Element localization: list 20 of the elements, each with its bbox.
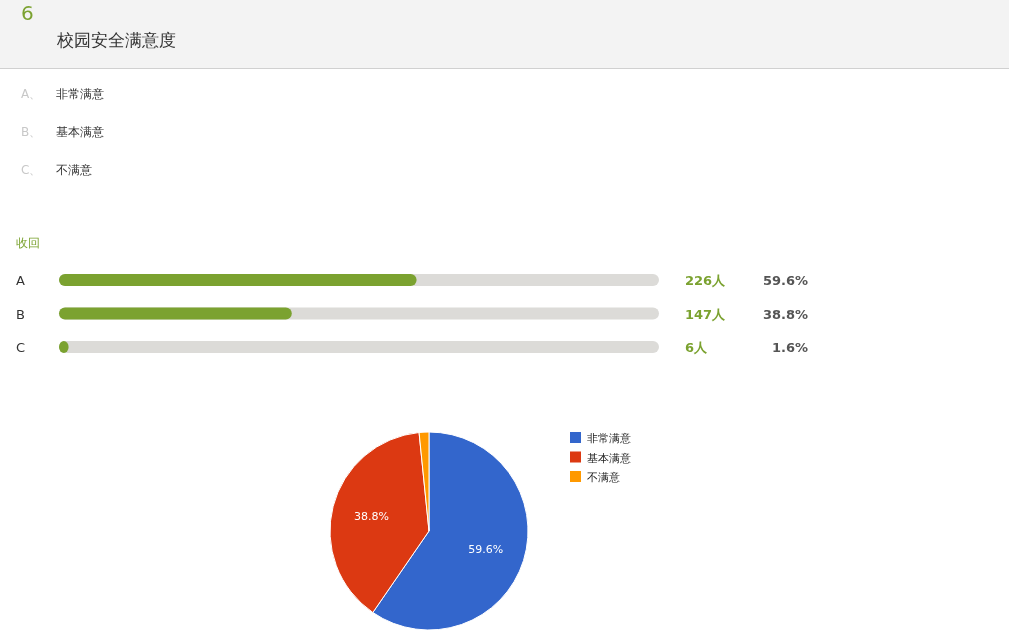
text: 226人	[685, 273, 727, 288]
text: 非常满意	[56, 87, 104, 101]
text: 6	[21, 1, 34, 25]
data-label: 59.6%	[762, 273, 808, 288]
text: 校园安全满意度	[56, 30, 176, 50]
chart-title: 收回	[16, 236, 40, 250]
y-tick-label: A	[16, 273, 25, 288]
y-tick-label: B	[16, 306, 25, 322]
legend-label: 非常满意	[587, 432, 631, 445]
text: 147人	[685, 306, 727, 322]
data-label: 38.8%	[353, 510, 389, 524]
y-tick-label: C	[16, 340, 26, 355]
data-label: 59.6%	[468, 542, 504, 556]
legend-label: 不满意	[587, 471, 620, 484]
text: 不满意	[56, 163, 92, 177]
data-label: 1.6%	[771, 340, 808, 355]
text: 基本满意	[56, 125, 104, 139]
data-label: 38.8%	[762, 306, 808, 322]
legend-label: 基本满意	[587, 451, 631, 465]
text: 6人	[685, 340, 709, 355]
